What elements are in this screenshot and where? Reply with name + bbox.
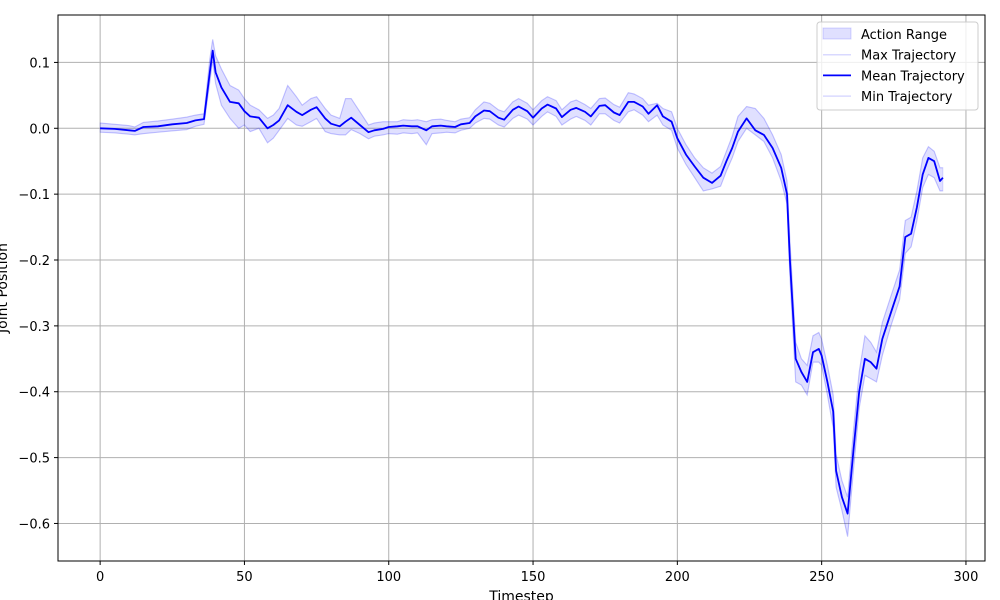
axis-ticks: 0 50 100 150 200 250 300 0.1 0.0 −0.1 −0.2 −0.3 −0.4… xyxy=(18,56,978,585)
legend-label: Action Range xyxy=(861,28,947,43)
max-trajectory-line xyxy=(100,39,943,498)
y-tick-label: 0.1 xyxy=(29,56,50,71)
mean-trajectory-line xyxy=(100,49,944,515)
x-tick-label: 200 xyxy=(665,570,690,585)
plot-frame xyxy=(57,14,986,562)
legend-swatch-band xyxy=(822,27,852,40)
y-tick-label: −0.2 xyxy=(18,254,50,269)
grid xyxy=(58,15,985,561)
x-axis-label: Timestep xyxy=(488,589,554,600)
legend-label: Max Trajectory xyxy=(861,49,957,64)
legend-label: Min Trajectory xyxy=(861,90,953,105)
legend-label: Mean Trajectory xyxy=(861,69,965,84)
x-tick-label: 0 xyxy=(96,570,104,585)
y-tick-label: −0.5 xyxy=(18,452,50,467)
y-tick-label: −0.3 xyxy=(18,320,50,335)
action-range-band xyxy=(99,39,944,537)
min-trajectory-line xyxy=(100,60,943,537)
x-tick-label: 50 xyxy=(236,570,253,585)
legend: Action Range Max Trajectory Mean Trajector… xyxy=(816,21,979,111)
y-tick-label: 0.0 xyxy=(29,122,50,137)
x-tick-label: 100 xyxy=(376,570,401,585)
legend-box xyxy=(816,21,979,111)
y-tick-label: −0.1 xyxy=(18,188,50,203)
y-tick-label: −0.4 xyxy=(18,386,50,401)
x-tick-label: 300 xyxy=(954,570,979,585)
y-tick-label: −0.6 xyxy=(18,517,50,532)
series-layer xyxy=(99,39,944,537)
x-tick-label: 150 xyxy=(521,570,546,585)
x-tick-label: 250 xyxy=(809,570,834,585)
y-axis-label: Joint Position xyxy=(0,243,11,334)
